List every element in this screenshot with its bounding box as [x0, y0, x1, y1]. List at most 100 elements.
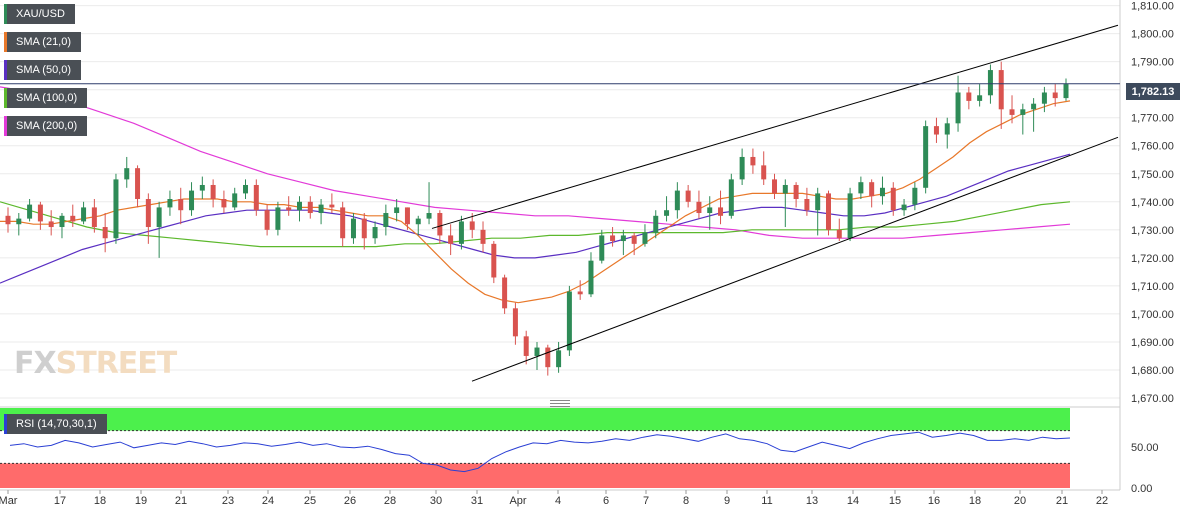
candle-body — [836, 229, 842, 239]
candle-body — [664, 210, 670, 216]
candle-body — [653, 215, 659, 233]
time-axis: Mar 17 18 19 21 23 24 25 26 28 30 31 Apr 4 6 7 8 9 11 13 14 1… — [0, 489, 1120, 507]
candle-body — [966, 92, 972, 101]
candle-body — [48, 221, 54, 228]
legend-label: XAU/USD — [16, 8, 65, 20]
legend-swatch — [4, 4, 7, 24]
time-tick-label: 31 — [471, 495, 483, 507]
fxstreet-watermark: FXSTREET — [14, 346, 177, 381]
candle-body — [545, 347, 551, 368]
rsi-tick-label: 50.00 — [1131, 442, 1159, 454]
sma100-path — [0, 201, 1071, 248]
price-tick-label: 1,710.00 — [1131, 281, 1174, 293]
legend-swatch — [4, 32, 7, 52]
channel-upper — [431, 24, 1119, 229]
legend-label: SMA (100,0) — [16, 92, 78, 104]
candle-body — [27, 204, 33, 219]
candle-body — [5, 215, 11, 225]
candle-body — [825, 193, 831, 230]
candle-body — [394, 207, 400, 214]
candle-body — [91, 207, 97, 228]
candle-body — [221, 199, 227, 208]
candle-body — [620, 235, 626, 242]
candle-body — [858, 182, 864, 194]
time-tick-label: 26 — [344, 495, 356, 507]
legend-item[interactable]: SMA (50,0) — [4, 60, 82, 80]
candle-body — [696, 201, 702, 214]
candle-body — [955, 92, 961, 124]
time-tick-label: 24 — [262, 495, 274, 507]
candle-body — [977, 95, 983, 101]
candle-body — [59, 215, 65, 228]
time-tick-label: 15 — [889, 495, 901, 507]
candle-body — [329, 204, 335, 208]
candle-body — [804, 199, 810, 211]
candle-body — [577, 291, 583, 295]
time-tick-label: 13 — [806, 495, 818, 507]
candle-body — [685, 190, 691, 202]
price-axis: 1,810.001,800.001,790.001,780.001,770.00… — [1119, 0, 1174, 490]
candle-body — [739, 156, 745, 180]
price-tick-label: 1,750.00 — [1131, 169, 1174, 181]
price-tick-label: 1,760.00 — [1131, 141, 1174, 153]
candle-body — [458, 221, 464, 244]
rsi-swatch — [4, 414, 7, 434]
candle-body — [642, 232, 648, 244]
time-tick-label: Apr — [509, 495, 526, 507]
time-tick-label: 19 — [135, 495, 147, 507]
legend-label: SMA (21,0) — [16, 36, 72, 48]
candle-body — [296, 201, 302, 211]
candle-body — [534, 347, 540, 356]
sma200-line — [0, 86, 1071, 239]
price-tick-label: 1,680.00 — [1131, 365, 1174, 377]
candle-body — [70, 215, 76, 222]
candle-body — [372, 227, 378, 239]
legend-label: SMA (200,0) — [16, 120, 78, 132]
price-tick-label: 1,800.00 — [1131, 29, 1174, 41]
rsi-oversold-zone — [0, 463, 1070, 488]
time-tick-label: 11 — [761, 495, 772, 507]
candle-body — [674, 190, 680, 211]
candle-body — [750, 156, 756, 166]
candle-body — [210, 184, 216, 199]
candle-body — [318, 204, 324, 214]
time-tick-label: 17 — [54, 495, 66, 507]
candle-body — [998, 70, 1004, 110]
candle-body — [1020, 109, 1026, 115]
price-tick-label: 1,690.00 — [1131, 337, 1174, 349]
legend-item[interactable]: XAU/USD — [4, 4, 75, 24]
candle-body — [350, 218, 356, 239]
candle-body — [869, 182, 875, 197]
candle-body — [523, 336, 529, 356]
candle-body — [987, 70, 993, 96]
sma200-path — [0, 86, 1071, 239]
candle-body — [566, 291, 572, 351]
time-tick-label: 18 — [969, 495, 981, 507]
legend-label: SMA (50,0) — [16, 64, 72, 76]
price-tick-label: 1,670.00 — [1131, 393, 1174, 405]
candle-body — [232, 193, 238, 208]
candle-body — [512, 308, 518, 337]
candle-body — [145, 199, 151, 228]
candle-body — [307, 201, 313, 214]
candle-body — [275, 207, 281, 230]
rsi-line — [9, 431, 1071, 473]
legend-item[interactable]: SMA (200,0) — [4, 116, 88, 136]
candle-body — [556, 350, 562, 368]
candle-body — [383, 213, 389, 228]
legend-item[interactable]: SMA (100,0) — [4, 88, 88, 108]
price-tick-label: 1,740.00 — [1131, 197, 1174, 209]
candle-body — [502, 277, 508, 309]
time-tick-label: 14 — [847, 495, 859, 507]
candle-body — [243, 184, 249, 194]
candle-body — [933, 126, 939, 135]
candle-body — [890, 187, 896, 211]
candle-body — [415, 218, 421, 225]
candle-body — [189, 190, 195, 211]
panel-resize-handle[interactable] — [550, 400, 570, 407]
time-tick-label: 23 — [222, 495, 234, 507]
rsi-overbought-zone — [0, 408, 1070, 431]
legend-swatch — [4, 116, 7, 136]
legend-swatch — [4, 60, 7, 80]
legend-item[interactable]: SMA (21,0) — [4, 32, 82, 52]
